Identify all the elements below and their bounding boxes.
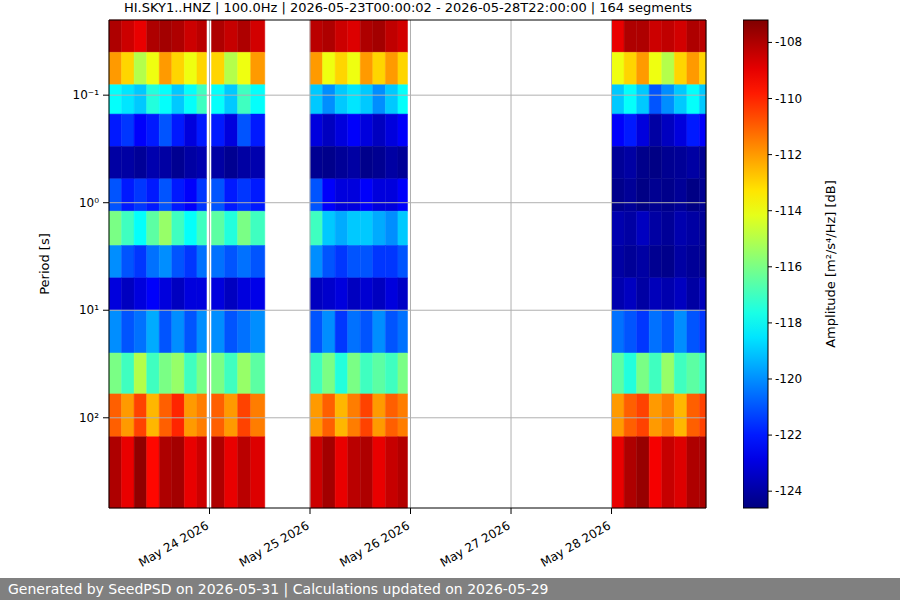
svg-text:-114: -114 (775, 204, 802, 218)
svg-text:-110: -110 (775, 92, 802, 106)
svg-text:-122: -122 (775, 428, 802, 442)
svg-text:Period [s]: Period [s] (37, 233, 52, 295)
svg-text:Amplitude [m²/s⁴/Hz] [dB]: Amplitude [m²/s⁴/Hz] [dB] (823, 180, 838, 348)
svg-text:-108: -108 (775, 35, 802, 49)
svg-text:May 26 2026: May 26 2026 (337, 518, 412, 569)
svg-text:10¹: 10¹ (79, 303, 99, 317)
svg-text:May 25 2026: May 25 2026 (237, 518, 312, 569)
svg-text:-112: -112 (775, 148, 802, 162)
svg-text:-124: -124 (775, 484, 802, 498)
svg-text:10⁰: 10⁰ (79, 196, 99, 210)
svg-text:-120: -120 (775, 372, 802, 386)
html-text:Generated by SeedPSD on 2026-0: Generated by SeedPSD on 2026-05-31 | Cal… (8, 581, 549, 597)
svg-text:10⁻¹: 10⁻¹ (73, 88, 100, 102)
svg-text:May 24 2026: May 24 2026 (136, 518, 211, 569)
svg-text:-116: -116 (775, 260, 802, 274)
svg-text:May 27 2026: May 27 2026 (438, 518, 513, 569)
html-text:HI.SKY1..HNZ | 100.0Hz | 2026-: HI.SKY1..HNZ | 100.0Hz | 2026-05-23T00:0… (123, 0, 693, 15)
svg-text:-118: -118 (775, 316, 802, 330)
svg-text:May 28 2026: May 28 2026 (538, 518, 613, 569)
svg-text:10²: 10² (79, 411, 99, 425)
